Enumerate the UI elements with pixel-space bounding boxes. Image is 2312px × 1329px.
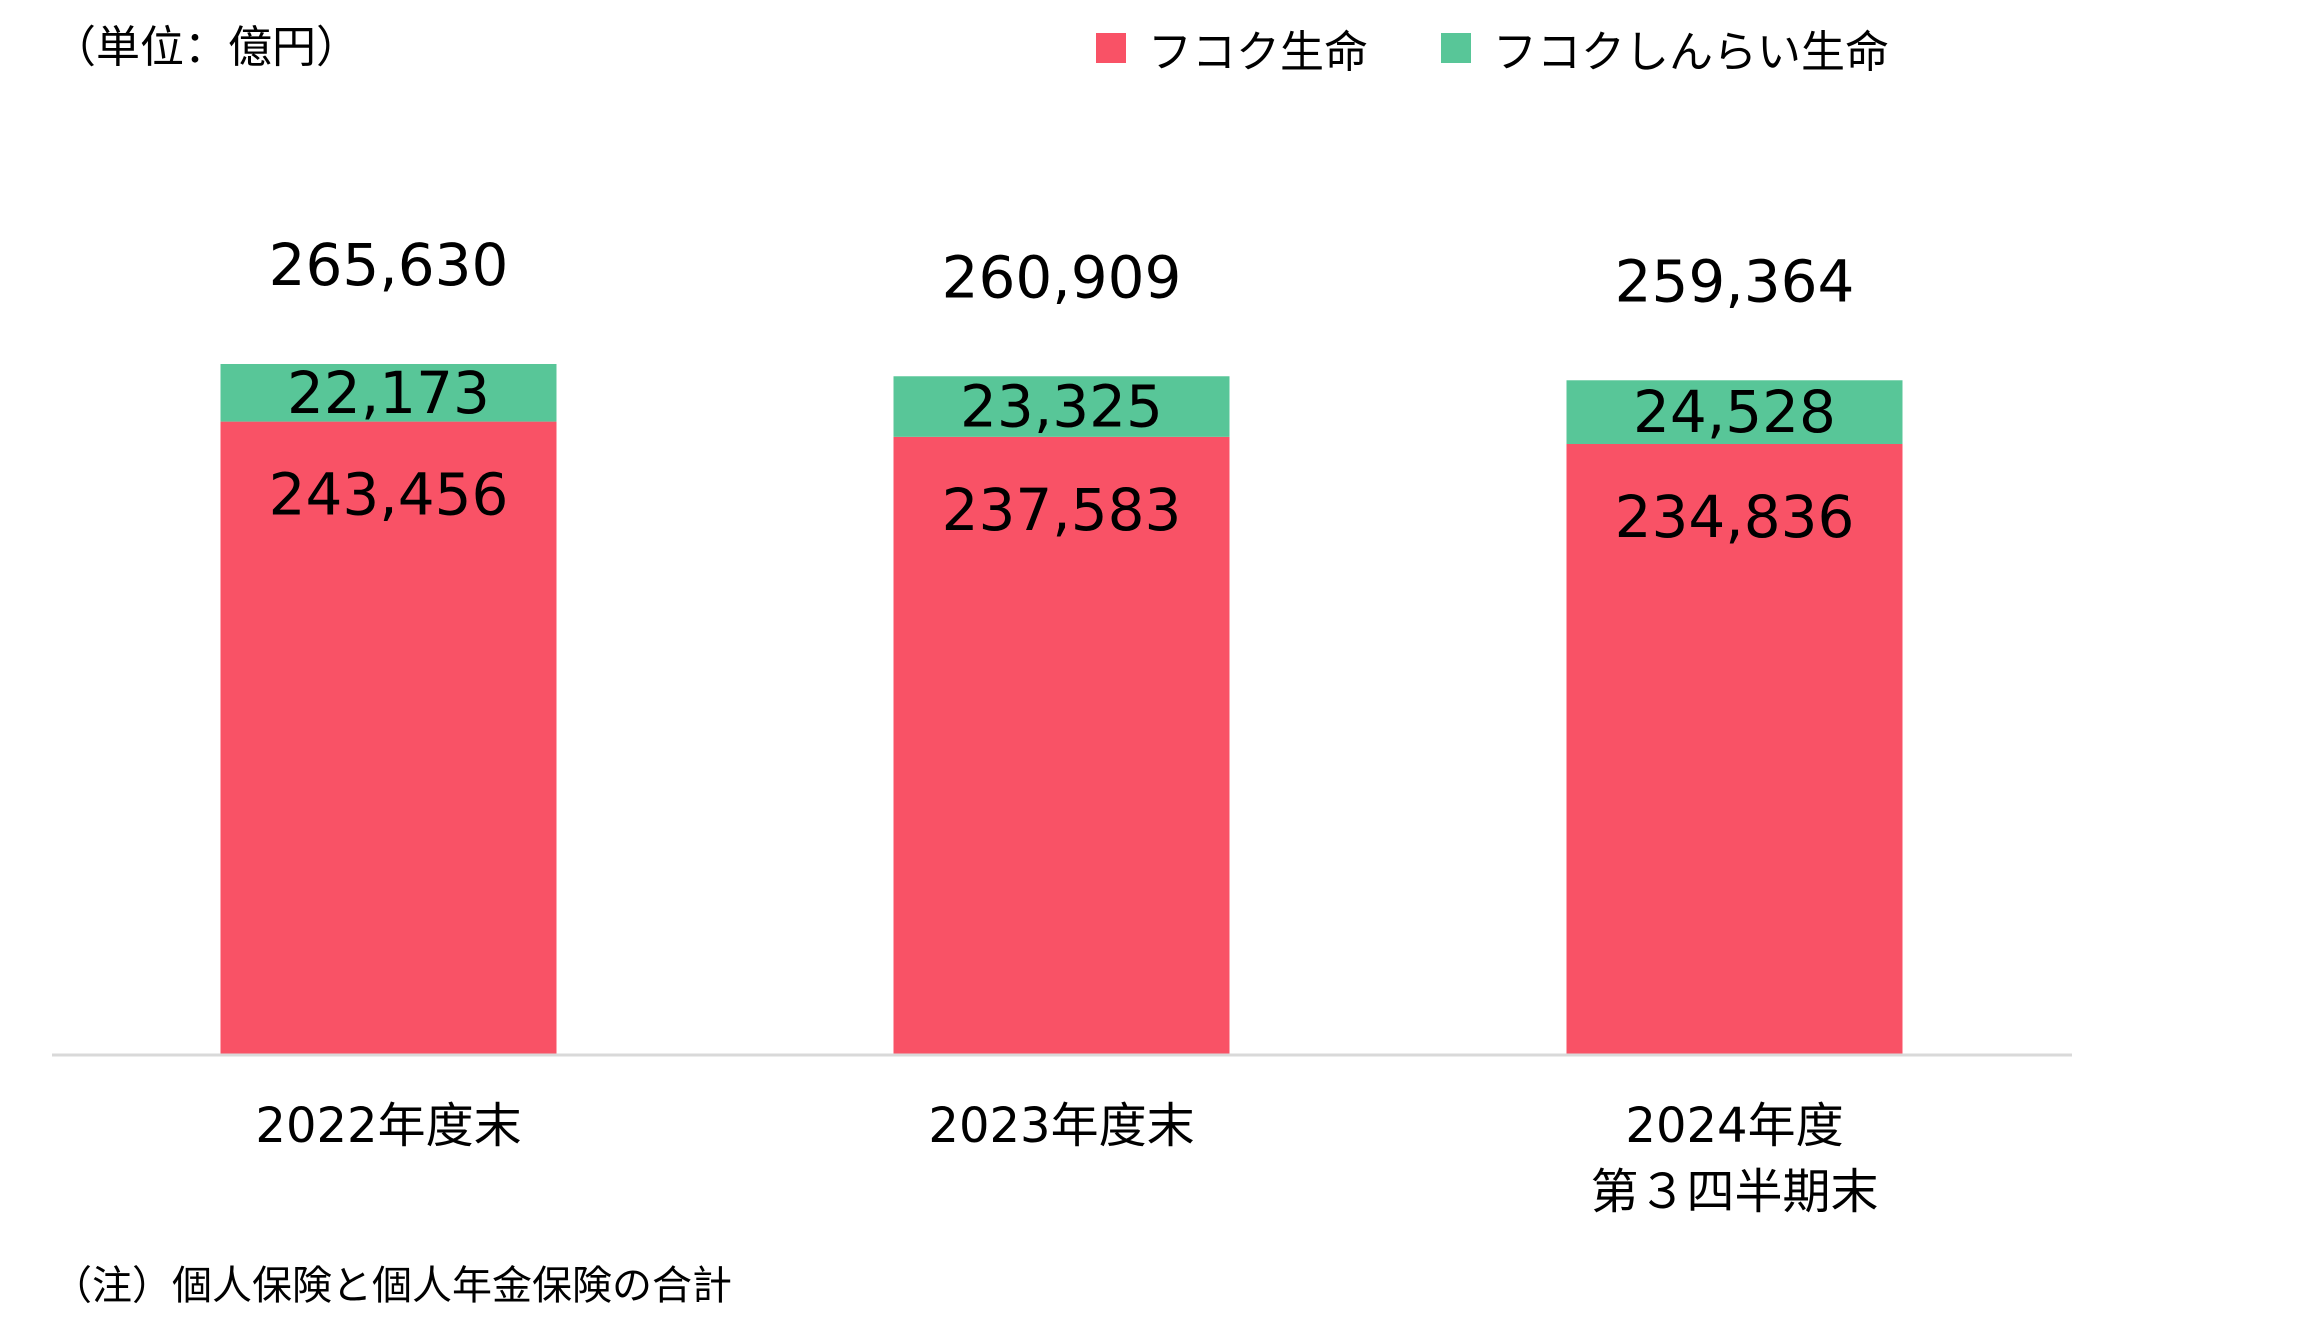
bar-segment-fukoku-shinrai-life-2 [893, 376, 1230, 437]
legend-swatch-fukoku-shinrai-life [1441, 33, 1471, 63]
data-label-fukoku-shinrai-life-1: 22,173 [287, 359, 490, 427]
total-label-1: 265,630 [269, 231, 509, 299]
footnote: （注）個人保険と個人年金保険の合計 [52, 1263, 732, 1309]
bar-segment-fukoku-shinrai-life-3 [1566, 380, 1903, 444]
x-tick-label-2: 2023年度末 [928, 1098, 1194, 1154]
bar-segment-fukoku-life-1 [220, 421, 557, 1055]
data-label-fukoku-shinrai-life-3: 24,528 [1633, 378, 1836, 446]
total-label-3: 259,364 [1615, 247, 1855, 315]
unit-label: （単位：億円） [52, 22, 360, 73]
x-tick-label-1: 2022年度末 [255, 1098, 521, 1154]
data-label-fukoku-life-2: 237,583 [942, 476, 1182, 544]
data-label-fukoku-life-1: 243,456 [269, 461, 509, 529]
bar-segment-fukoku-shinrai-life-1 [220, 364, 557, 422]
legend-item-fukoku-shinrai-life: フコクしんらい生命 [1441, 18, 1889, 78]
legend-item-fukoku-life: フコク生命 [1096, 18, 1368, 78]
legend-swatch-fukoku-life [1096, 33, 1126, 63]
x-tick-label-3-line-1: 2024年度 [1625, 1098, 1843, 1154]
legend-label-fukoku-life: フコク生命 [1148, 27, 1368, 78]
legend-label-fukoku-shinrai-life: フコクしんらい生命 [1493, 27, 1889, 78]
bar-segment-fukoku-life-3 [1566, 443, 1903, 1054]
x-tick-label-3-line-2: 第３四半期末 [1590, 1164, 1878, 1220]
total-label-2: 260,909 [942, 243, 1182, 311]
data-label-fukoku-life-3: 234,836 [1615, 483, 1855, 551]
data-label-fukoku-shinrai-life-2: 23,325 [960, 373, 1163, 441]
bar-segment-fukoku-life-2 [893, 436, 1230, 1054]
